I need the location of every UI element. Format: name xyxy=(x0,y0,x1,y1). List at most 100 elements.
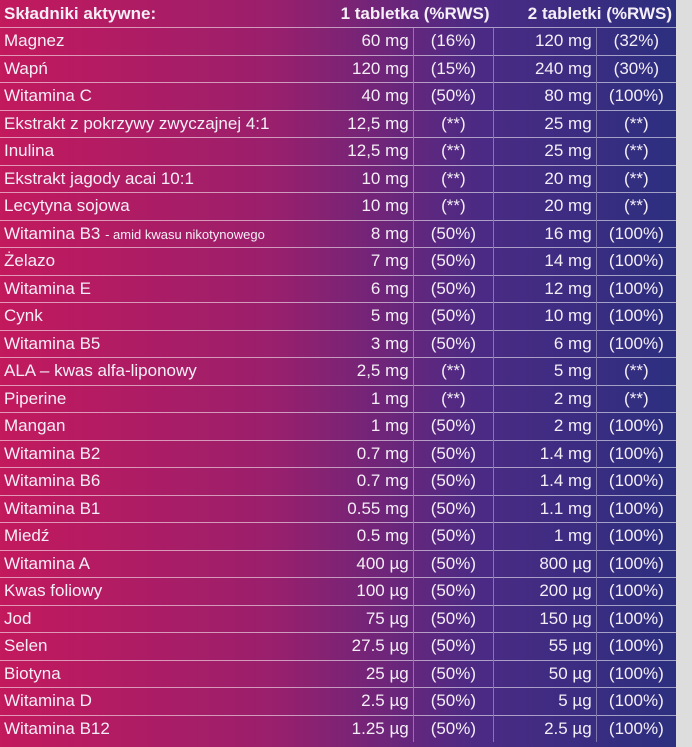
ingredient-name: Selen xyxy=(4,636,48,656)
amount-1: 75 µg xyxy=(331,604,414,633)
ingredient-name: Żelazo xyxy=(4,251,56,271)
amount-1: 10 mg xyxy=(331,192,414,220)
table-row: Witamina B12 1.25 µg (50%) 2.5 µg (100%) xyxy=(0,714,676,742)
rws-1: (50%) xyxy=(412,274,494,303)
ingredient-note: - amid kwasu nikotynowego xyxy=(105,226,265,242)
rws-2: (100%) xyxy=(595,247,676,275)
ingredient-name: Jod xyxy=(4,608,32,628)
amount-2: 1 mg xyxy=(493,522,597,550)
table-row: Witamina B1 0.55 mg (50%) 1.1 mg (100%) xyxy=(0,494,676,523)
rws-2: (100%) xyxy=(595,687,676,715)
ingredient-name: Piperine xyxy=(4,388,67,408)
amount-1: 60 mg xyxy=(331,27,414,55)
rws-1: (50%) xyxy=(412,247,494,275)
ingredient-name: Ekstrakt z pokrzywy zwyczajnej 4:1 xyxy=(4,113,270,133)
amount-2: 200 µg xyxy=(493,577,597,605)
ingredient-cell: Piperine xyxy=(0,384,332,413)
rws-1: (**) xyxy=(412,192,494,220)
rws-2: (**) xyxy=(595,192,676,220)
amount-1: 5 mg xyxy=(331,302,414,330)
ingredient-cell: Cynk xyxy=(0,302,332,330)
amount-1: 120 mg xyxy=(331,54,414,83)
table-row: Witamina A 400 µg (50%) 800 µg (100%) xyxy=(0,549,676,578)
rws-2: (100%) xyxy=(595,604,676,633)
table-row: Miedź 0.5 mg (50%) 1 mg (100%) xyxy=(0,522,676,550)
rws-2: (**) xyxy=(595,357,676,385)
amount-2: 16 mg xyxy=(493,219,597,248)
rws-1: (50%) xyxy=(412,632,494,660)
rws-2: (100%) xyxy=(595,274,676,303)
amount-2: 120 mg xyxy=(493,27,597,55)
table-row: Witamina B6 0.7 mg (50%) 1.4 mg (100%) xyxy=(0,467,676,495)
amount-2: 800 µg xyxy=(493,549,597,578)
rws-1: (50%) xyxy=(412,329,494,358)
table-row: Cynk 5 mg (50%) 10 mg (100%) xyxy=(0,302,676,330)
amount-2: 14 mg xyxy=(493,247,597,275)
ingredient-name: Wapń xyxy=(4,58,48,78)
ingredient-cell: Miedź xyxy=(0,522,332,550)
table-body: Magnez 60 mg (16%) 120 mg (32%) Wapń 120 mg (15… xyxy=(0,27,676,742)
ingredient-name: Miedź xyxy=(4,526,50,546)
amount-2: 2 mg xyxy=(493,412,597,440)
table-row: Witamina C 40 mg (50%) 80 mg (100%) xyxy=(0,82,676,110)
ingredient-name: Kwas foliowy xyxy=(4,581,103,601)
amount-2: 10 mg xyxy=(493,302,597,330)
amount-1: 1.25 µg xyxy=(331,714,414,742)
rws-2: (**) xyxy=(595,164,676,193)
amount-1: 40 mg xyxy=(331,82,414,110)
amount-2: 5 mg xyxy=(493,357,597,385)
table-row: Inulina 12,5 mg (**) 25 mg (**) xyxy=(0,137,676,165)
ingredient-name: Cynk xyxy=(4,306,43,326)
rws-1: (50%) xyxy=(412,522,494,550)
ingredient-cell: Inulina xyxy=(0,137,332,165)
table-row: Magnez 60 mg (16%) 120 mg (32%) xyxy=(0,27,676,55)
ingredient-name: Witamina E xyxy=(4,278,91,298)
rws-1: (16%) xyxy=(412,27,494,55)
ingredient-name: Lecytyna sojowa xyxy=(4,196,130,216)
rws-1: (50%) xyxy=(412,687,494,715)
amount-1: 10 mg xyxy=(331,164,414,193)
ingredient-cell: Ekstrakt jagody acai 10:1 xyxy=(0,164,332,193)
table-row: Witamina E 6 mg (50%) 12 mg (100%) xyxy=(0,274,676,303)
rws-1: (50%) xyxy=(412,82,494,110)
amount-1: 12,5 mg xyxy=(331,137,414,165)
amount-2: 150 µg xyxy=(493,604,597,633)
ingredient-cell: Ekstrakt z pokrzywy zwyczajnej 4:1 xyxy=(0,109,332,138)
rws-1: (50%) xyxy=(412,219,494,248)
rws-2: (100%) xyxy=(595,577,676,605)
rws-2: (100%) xyxy=(595,714,676,742)
ingredient-name: Inulina xyxy=(4,141,55,161)
amount-2: 80 mg xyxy=(493,82,597,110)
rws-1: (**) xyxy=(412,384,494,413)
ingredient-cell: Witamina E xyxy=(0,274,332,303)
ingredient-cell: Kwas foliowy xyxy=(0,577,332,605)
table-row: Ekstrakt z pokrzywy zwyczajnej 4:1 12,5 m… xyxy=(0,109,676,138)
ingredient-name: Witamina B12 xyxy=(4,718,110,738)
rws-2: (100%) xyxy=(595,82,676,110)
ingredient-cell: Witamina B12 xyxy=(0,714,332,742)
ingredient-name: Witamina D xyxy=(4,691,92,711)
amount-2: 1.4 mg xyxy=(493,439,597,468)
amount-1: 1 mg xyxy=(331,384,414,413)
ingredient-cell: Biotyna xyxy=(0,659,332,688)
ingredient-cell: Witamina B6 xyxy=(0,467,332,495)
rws-2: (**) xyxy=(595,137,676,165)
amount-2: 25 mg xyxy=(493,137,597,165)
rws-1: (50%) xyxy=(412,467,494,495)
rws-1: (**) xyxy=(412,357,494,385)
table-row: Jod 75 µg (50%) 150 µg (100%) xyxy=(0,604,676,633)
amount-1: 6 mg xyxy=(331,274,414,303)
table-row: Żelazo 7 mg (50%) 14 mg (100%) xyxy=(0,247,676,275)
ingredient-name: Witamina B6 xyxy=(4,471,101,491)
ingredient-cell: Witamina B3 - amid kwasu nikotynowego xyxy=(0,219,332,248)
amount-2: 1.1 mg xyxy=(493,494,597,523)
rws-1: (50%) xyxy=(412,494,494,523)
amount-1: 0.5 mg xyxy=(331,522,414,550)
table-row: Lecytyna sojowa 10 mg (**) 20 mg (**) xyxy=(0,192,676,220)
rws-2: (30%) xyxy=(595,54,676,83)
rws-2: (100%) xyxy=(595,439,676,468)
rws-2: (**) xyxy=(595,384,676,413)
ingredient-cell: Witamina A xyxy=(0,549,332,578)
rws-1: (**) xyxy=(412,164,494,193)
amount-1: 25 µg xyxy=(331,659,414,688)
